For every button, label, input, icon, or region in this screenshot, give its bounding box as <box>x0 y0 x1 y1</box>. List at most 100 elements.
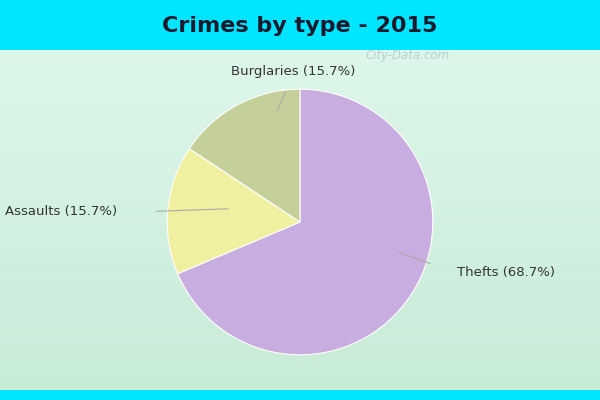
Bar <box>0 310 600 312</box>
Bar <box>0 320 600 322</box>
Bar <box>0 348 600 350</box>
Bar <box>0 52 600 54</box>
Bar <box>0 228 600 230</box>
Bar <box>0 138 600 140</box>
Bar <box>0 152 600 154</box>
Bar <box>0 82 600 84</box>
Text: Crimes by type - 2015: Crimes by type - 2015 <box>163 16 437 36</box>
Text: Thefts (68.7%): Thefts (68.7%) <box>457 266 555 279</box>
Bar <box>0 102 600 104</box>
Bar <box>0 394 600 396</box>
Bar <box>0 188 600 190</box>
Bar <box>0 68 600 70</box>
Bar <box>0 42 600 44</box>
Bar <box>0 178 600 180</box>
Bar <box>0 112 600 114</box>
Bar <box>0 396 600 398</box>
Bar <box>0 244 600 246</box>
Bar <box>0 318 600 320</box>
Bar <box>0 132 600 134</box>
Bar <box>0 246 600 248</box>
Bar <box>0 32 600 34</box>
Bar <box>0 286 600 288</box>
Bar <box>0 18 600 20</box>
Bar <box>0 388 600 390</box>
Bar <box>0 390 600 392</box>
Bar <box>0 190 600 192</box>
Bar <box>0 194 600 196</box>
Bar <box>0 122 600 124</box>
Bar <box>0 280 600 282</box>
Bar <box>0 0 600 2</box>
Bar <box>0 10 600 12</box>
Bar <box>0 70 600 72</box>
Bar <box>0 94 600 96</box>
Bar <box>0 22 600 24</box>
Bar <box>0 36 600 38</box>
Bar <box>0 216 600 218</box>
Bar <box>0 192 600 194</box>
Bar <box>0 374 600 376</box>
Bar <box>0 290 600 292</box>
Bar <box>0 218 600 220</box>
Bar <box>0 150 600 152</box>
Bar <box>0 44 600 46</box>
Bar <box>0 292 600 294</box>
Bar <box>0 386 600 388</box>
Bar <box>0 376 600 378</box>
Bar <box>0 46 600 48</box>
Bar <box>0 100 600 102</box>
Text: Assaults (15.7%): Assaults (15.7%) <box>5 205 117 218</box>
Bar <box>0 78 600 80</box>
Bar <box>0 358 600 360</box>
Bar <box>0 368 600 370</box>
Bar <box>0 206 600 208</box>
Bar <box>0 158 600 160</box>
Bar <box>0 48 600 50</box>
Bar <box>0 204 600 206</box>
Bar <box>0 334 600 336</box>
Bar <box>0 270 600 272</box>
Bar <box>0 260 600 262</box>
Bar <box>0 64 600 66</box>
Bar <box>0 24 600 26</box>
Bar <box>0 186 600 188</box>
Bar <box>0 56 600 58</box>
Bar <box>0 330 600 332</box>
Bar <box>0 72 600 74</box>
Bar <box>0 304 600 306</box>
Bar <box>0 2 600 4</box>
Bar <box>0 278 600 280</box>
Bar <box>0 360 600 362</box>
Bar <box>0 276 600 278</box>
Bar <box>0 350 600 352</box>
Bar <box>0 274 600 276</box>
Bar <box>0 160 600 162</box>
Bar <box>0 234 600 236</box>
Bar <box>0 254 600 256</box>
Bar <box>0 180 600 182</box>
Bar <box>0 306 600 308</box>
Bar <box>0 6 600 8</box>
Bar <box>0 248 600 250</box>
Bar <box>0 210 600 212</box>
Bar <box>0 166 600 168</box>
Bar <box>0 26 600 28</box>
Bar <box>0 344 600 346</box>
Bar <box>0 116 600 118</box>
Bar <box>0 354 600 356</box>
Bar <box>0 118 600 120</box>
Bar <box>0 16 600 18</box>
Bar <box>0 382 600 384</box>
Bar <box>0 146 600 148</box>
Bar <box>0 104 600 106</box>
Bar <box>0 174 600 176</box>
Wedge shape <box>167 149 300 274</box>
Bar <box>0 4 600 6</box>
Bar <box>0 90 600 92</box>
Bar <box>0 362 600 364</box>
Bar <box>0 226 600 228</box>
Bar <box>0 298 600 300</box>
Bar <box>0 232 600 234</box>
Bar <box>0 242 600 244</box>
